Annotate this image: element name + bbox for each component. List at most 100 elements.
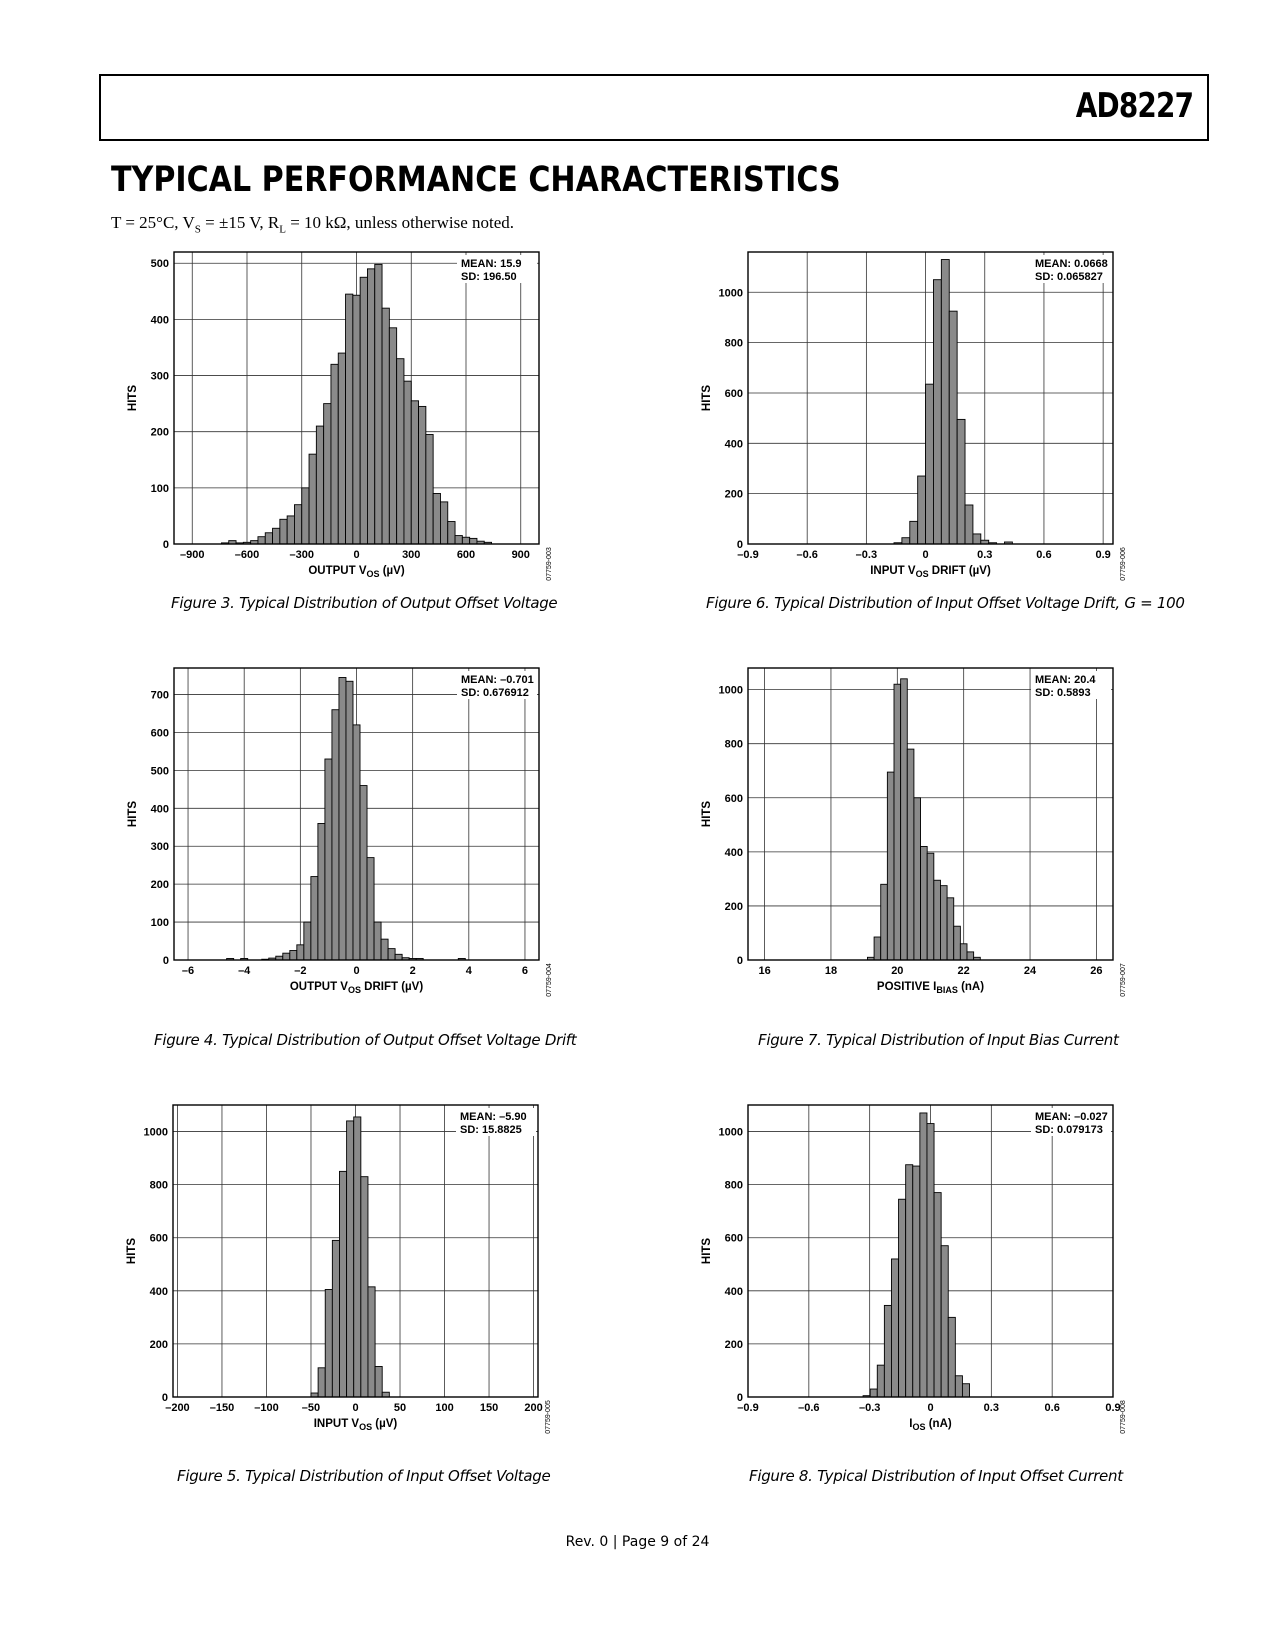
histogram-bar: [374, 1366, 383, 1398]
histogram-bar: [387, 948, 396, 961]
x-tick-label: 20: [891, 965, 903, 977]
y-tick-label: 200: [151, 879, 169, 891]
histogram-bar: [308, 453, 317, 545]
x-tick-label: 0.9: [1105, 1402, 1120, 1414]
x-tick-label: 0: [927, 1402, 933, 1414]
figure-7-chart: 16 18 20 22 24 26 0 200 400 600 800 1000 POSITIVE IB…: [668, 660, 1268, 1010]
x-axis-label: INPUT VOS (µV): [314, 1418, 398, 1432]
x-tick-label: 0: [353, 965, 359, 977]
x-tick-label: –900: [180, 549, 204, 561]
x-tick-label: 100: [435, 1402, 453, 1414]
x-tick-label: –600: [235, 549, 259, 561]
figure-code: 07759-007: [1120, 963, 1127, 997]
histogram-bar: [461, 536, 471, 545]
histogram-bar: [909, 520, 919, 545]
x-tick-label: 0: [353, 549, 359, 561]
histogram-bar: [948, 310, 958, 545]
x-tick-label: –4: [238, 965, 251, 977]
x-tick-label: –0.6: [798, 1402, 819, 1414]
fig4-svg: –6 –4 –2 0 2 4 6 0 100 200 300 400 500 600 700 OUTPUT V…: [127, 667, 553, 997]
y-tick-label: 600: [725, 793, 743, 805]
plot-frame: [747, 667, 1114, 961]
histogram-bar: [469, 537, 478, 545]
sd-annotation: SD: 0.065827: [1035, 271, 1103, 283]
conditions-t: T = 25°C, V: [111, 213, 195, 232]
figure-code: 07759-006: [1120, 547, 1127, 581]
histogram-bar: [317, 1367, 326, 1398]
x-tick-label: –2: [294, 965, 306, 977]
sd-annotation: SD: 15.8825: [460, 1124, 522, 1136]
histogram-bar: [926, 1123, 935, 1398]
y-tick-label: 400: [725, 438, 743, 450]
figure-5-chart: –200 –150 –100 –50 0 50 100 150 200 0 200 400 600 800…: [110, 1097, 710, 1447]
y-tick-label: 200: [725, 489, 743, 501]
histogram-bar: [324, 758, 333, 961]
histogram-bar: [381, 307, 390, 545]
histogram-bar: [869, 1388, 878, 1398]
histogram-bar: [367, 1286, 376, 1398]
histogram-bar: [303, 921, 312, 961]
y-tick-label: 600: [725, 388, 743, 400]
histogram-bar: [315, 425, 325, 545]
fig3-svg: –900 –600 –300 0 300 600 900 0 100 200 300 400 500 OU…: [127, 251, 553, 581]
figure-7-caption: Figure 7. Typical Distribution of Input …: [758, 1031, 1119, 1049]
histogram-bar: [933, 1192, 942, 1398]
histogram-bar: [380, 938, 389, 961]
x-tick-label: –300: [290, 549, 314, 561]
x-tick-label: 0.3: [977, 549, 992, 561]
mean-annotation: MEAN: –5.90: [460, 1111, 527, 1123]
histogram-bar: [953, 925, 961, 961]
histogram-bar: [301, 487, 310, 545]
histogram-bar: [352, 294, 361, 545]
conditions-vs-value: = ±15 V, R: [200, 213, 280, 232]
y-tick-label: 800: [725, 1180, 743, 1192]
figure-4-caption: Figure 4. Typical Distribution of Output…: [154, 1031, 577, 1049]
x-tick-label: 200: [524, 1402, 542, 1414]
y-tick-label: 0: [737, 955, 743, 967]
x-tick-label: 150: [480, 1402, 498, 1414]
histogram-bar: [946, 897, 955, 961]
x-axis-label: POSITIVE IBIAS (nA): [877, 981, 984, 995]
sd-annotation: SD: 196.50: [461, 271, 517, 283]
y-tick-label: 200: [725, 1339, 743, 1351]
fig6-svg: –0.9 –0.6 –0.3 0 0.3 0.6 0.9 0 200 400 600 800 1000 I…: [701, 251, 1127, 581]
histogram-bar: [961, 1383, 970, 1398]
plot-frame: [172, 1104, 539, 1398]
y-tick-label: 400: [725, 847, 743, 859]
histogram-bar: [933, 879, 941, 961]
x-tick-label: 0: [352, 1402, 358, 1414]
part-number: AD8227: [1075, 86, 1194, 126]
y-axis-label: HITS: [701, 801, 713, 828]
y-tick-label: 300: [151, 841, 169, 853]
y-axis-label: HITS: [701, 1238, 713, 1265]
figure-code: 07759-008: [1120, 1400, 1127, 1434]
stats-backdrop: [457, 255, 537, 283]
y-tick-label: 800: [725, 338, 743, 350]
y-tick-label: 500: [151, 258, 169, 270]
histogram-bar: [339, 1170, 348, 1398]
histogram-bar: [880, 883, 888, 961]
x-tick-label: 0.6: [1036, 549, 1051, 561]
histogram-bar: [352, 724, 361, 961]
histogram-bar: [972, 533, 982, 545]
histogram-bar: [360, 1176, 369, 1398]
x-tick-label: –100: [254, 1402, 278, 1414]
histogram-bar: [410, 400, 420, 545]
figure-code: 07759-004: [546, 963, 553, 997]
histogram-bar: [964, 504, 974, 545]
stats-backdrop: [1031, 671, 1111, 699]
y-tick-label: 400: [150, 1286, 168, 1298]
y-tick-label: 0: [163, 955, 169, 967]
stats-backdrop: [1031, 255, 1111, 283]
histogram-bar: [289, 950, 298, 961]
y-tick-label: 400: [151, 803, 169, 815]
x-axis-label: INPUT VOS DRIFT (µV): [870, 565, 991, 579]
figure-code: 07759-003: [546, 547, 553, 581]
histogram-bar: [947, 1316, 956, 1398]
y-tick-label: 0: [737, 1392, 743, 1404]
figure-3-chart: –900 –600 –300 0 300 600 900 0 100 200 300 400 500 OU…: [110, 244, 710, 594]
histogram-bar: [345, 680, 354, 961]
histogram-bar: [900, 678, 908, 961]
x-tick-label: –0.9: [737, 1402, 758, 1414]
stats-backdrop: [1031, 1108, 1111, 1136]
